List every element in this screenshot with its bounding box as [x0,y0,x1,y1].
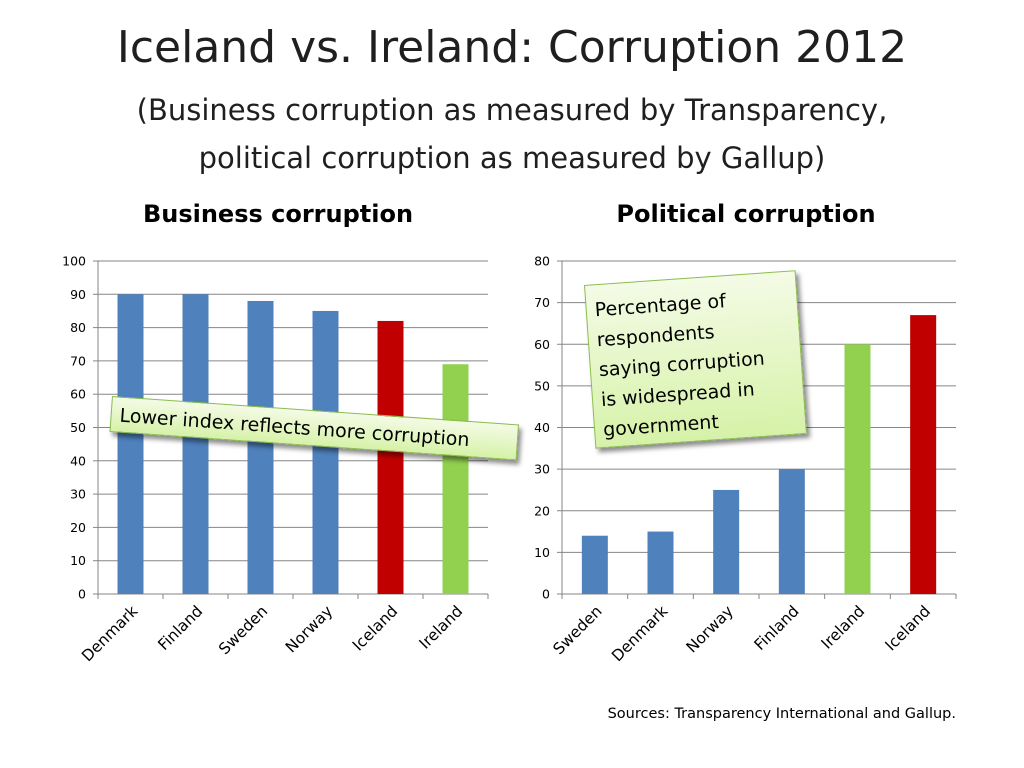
category-label: Sweden [215,602,271,658]
category-label: Ireland [416,602,467,653]
y-tick-label: 40 [70,453,86,468]
sources-note: Sources: Transparency International and … [607,706,956,722]
y-tick-label: 50 [70,420,86,435]
category-label: Norway [282,602,336,656]
subtitle-line-1: (Business corruption as measured by Tran… [136,93,888,127]
y-tick-label: 90 [70,287,86,302]
bar-iceland [910,315,937,594]
political-annotation: Percentage of respondents saying corrupt… [584,270,807,449]
y-tick-label: 70 [70,353,86,368]
y-tick-label: 0 [78,587,86,602]
bar-iceland [377,320,404,594]
bar-ireland [442,364,469,594]
y-tick-label: 60 [70,387,86,402]
y-tick-label: 30 [534,462,550,477]
category-label: Denmark [78,602,141,665]
category-label: Iceland [882,602,934,654]
category-label: Norway [683,602,737,656]
y-tick-label: 60 [534,337,550,352]
y-tick-label: 80 [70,320,86,335]
y-tick-label: 80 [534,254,550,269]
y-tick-label: 100 [62,254,86,269]
bar-ireland [844,344,871,594]
category-label: Ireland [818,602,869,653]
y-tick-label: 20 [534,503,550,518]
category-label: Sweden [550,602,606,658]
bar-finland [778,469,805,594]
political-chart-title: Political corruption [616,200,876,228]
bar-norway [312,310,339,594]
business-chart-title: Business corruption [142,200,414,228]
category-label: Finland [154,602,206,654]
bar-sweden [247,300,274,594]
y-tick-label: 70 [534,295,550,310]
y-tick-label: 0 [542,587,550,602]
subtitle-line-2: political corruption as measured by Gall… [198,141,826,175]
y-tick-label: 20 [70,520,86,535]
bar-sweden [581,535,608,594]
y-tick-label: 30 [70,487,86,502]
bar-norway [713,489,740,594]
slide-title: Iceland vs. Ireland: Corruption 2012 [116,22,908,73]
slide-subtitle: (Business corruption as measured by Tran… [60,86,964,182]
y-tick-label: 10 [70,553,86,568]
bar-denmark [647,531,674,594]
bar-finland [182,294,209,594]
category-label: Iceland [349,602,401,654]
category-label: Finland [751,602,803,654]
y-tick-label: 40 [534,420,550,435]
y-tick-label: 50 [534,378,550,393]
category-label: Denmark [608,602,671,665]
bar-denmark [117,294,144,594]
y-tick-label: 10 [534,545,550,560]
